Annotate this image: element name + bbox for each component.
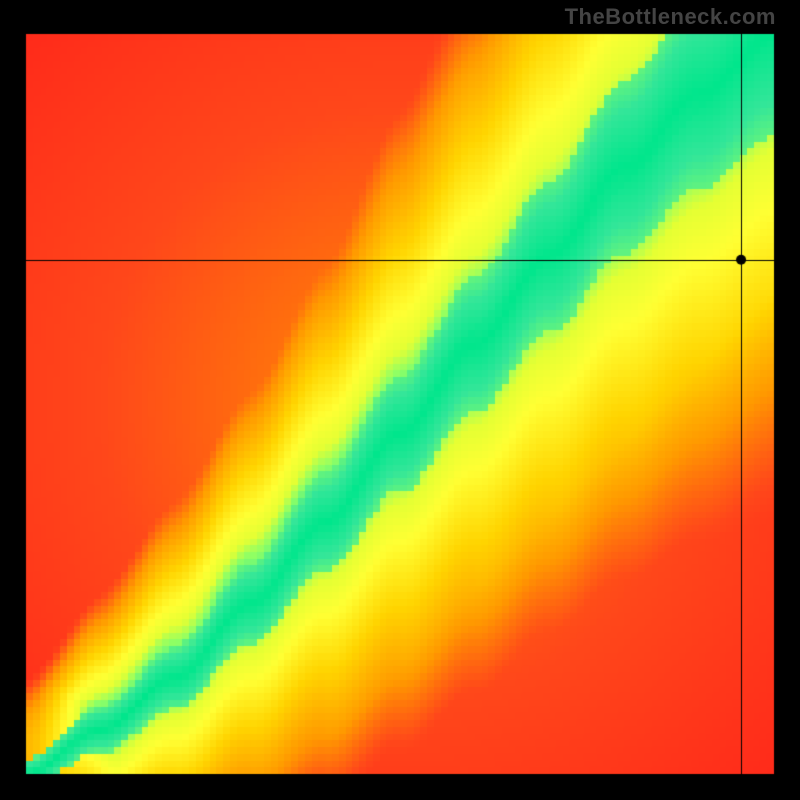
heatmap-canvas	[0, 0, 800, 800]
chart-container: TheBottleneck.com	[0, 0, 800, 800]
watermark-text: TheBottleneck.com	[565, 4, 776, 30]
